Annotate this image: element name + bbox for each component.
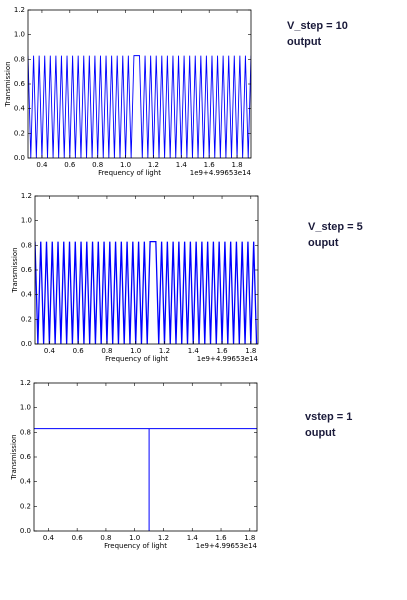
x-axis-label: Frequency of light — [105, 355, 168, 363]
x-tick-label: 1.6 — [215, 534, 227, 542]
x-tick-label: 0.6 — [64, 161, 76, 169]
chart: 0.00.20.40.60.81.01.20.4 0.6 0.8 1.0 1.2 1.4 1… — [11, 192, 363, 363]
x-tick-label: 1.8 — [245, 347, 256, 355]
x-tick-label: 1.8 — [244, 534, 255, 542]
annotation: V_step = 5 — [308, 221, 363, 233]
y-tick-label: 0.2 — [21, 315, 32, 323]
y-tick-label: 0.4 — [14, 105, 26, 113]
annotation: ouput — [305, 427, 336, 439]
x-tick-label: 1.8 — [231, 161, 242, 169]
x-tick-label: 1.4 — [187, 534, 199, 542]
x-tick-label: 1.0 — [120, 161, 131, 169]
y-axis-label: Transmission — [11, 247, 19, 293]
x-tick-label: 1.6 — [204, 161, 216, 169]
series-line — [28, 55, 251, 158]
x-offset-label: 1e9+4.99653e14 — [197, 355, 259, 363]
x-tick-label: 0.4 — [44, 347, 56, 355]
annotation: V_step = 10 — [287, 20, 348, 32]
y-tick-label: 1.0 — [14, 31, 25, 39]
y-tick-label: 0.6 — [14, 80, 26, 88]
y-tick-label: 0.2 — [14, 129, 25, 137]
y-tick-label: 0.6 — [20, 453, 32, 461]
y-tick-label: 1.2 — [14, 6, 25, 14]
x-tick-label: 1.2 — [148, 161, 159, 169]
y-tick-label: 0.8 — [20, 428, 31, 436]
x-axis-label: Frequency of light — [104, 542, 167, 550]
x-tick-label: 1.4 — [188, 347, 200, 355]
x-tick-label: 1.2 — [159, 347, 170, 355]
y-tick-label: 0.2 — [20, 502, 31, 510]
x-axis-label: Frequency of light — [98, 169, 161, 177]
y-tick-label: 0.8 — [21, 241, 32, 249]
x-offset-label: 1e9+4.99653e14 — [196, 542, 258, 550]
chart: 0.00.20.40.60.81.01.20.4 0.6 0.8 1.0 1.2 1.4 1… — [10, 379, 352, 550]
y-tick-label: 0.6 — [21, 266, 33, 274]
y-tick-label: 1.2 — [21, 192, 32, 200]
x-tick-label: 0.6 — [72, 534, 84, 542]
x-tick-label: 0.8 — [100, 534, 111, 542]
y-axis-label: Transmission — [4, 61, 12, 107]
x-tick-label: 1.0 — [130, 347, 141, 355]
y-tick-label: 1.2 — [20, 379, 31, 387]
y-tick-label: 0.0 — [21, 340, 32, 348]
y-axis-label: Transmission — [10, 434, 18, 480]
axes-frame — [27, 9, 252, 159]
series-line — [34, 428, 257, 531]
x-tick-label: 1.6 — [216, 347, 228, 355]
axes-frame — [33, 382, 258, 532]
x-tick-label: 0.6 — [73, 347, 85, 355]
annotation: output — [287, 36, 322, 48]
y-tick-label: 0.4 — [21, 291, 33, 299]
y-tick-label: 0.0 — [14, 154, 25, 162]
x-tick-label: 0.4 — [36, 161, 48, 169]
y-tick-label: 0.0 — [20, 527, 31, 535]
y-tick-label: 0.4 — [20, 478, 32, 486]
annotation: ouput — [308, 237, 339, 249]
y-tick-label: 1.0 — [20, 404, 31, 412]
chart: 0.00.20.40.60.81.01.20.4 0.6 0.8 1.0 1.2 1.4 1… — [4, 6, 348, 177]
x-offset-label: 1e9+4.99653e14 — [190, 169, 252, 177]
x-tick-label: 0.4 — [43, 534, 55, 542]
series-line — [35, 240, 258, 344]
x-tick-label: 0.8 — [101, 347, 112, 355]
x-tick-label: 1.4 — [176, 161, 188, 169]
y-tick-label: 1.0 — [21, 217, 32, 225]
x-tick-label: 1.2 — [158, 534, 169, 542]
x-tick-label: 0.8 — [92, 161, 103, 169]
x-tick-label: 1.0 — [129, 534, 140, 542]
y-tick-label: 0.8 — [14, 55, 25, 63]
annotation: vstep = 1 — [305, 411, 352, 423]
